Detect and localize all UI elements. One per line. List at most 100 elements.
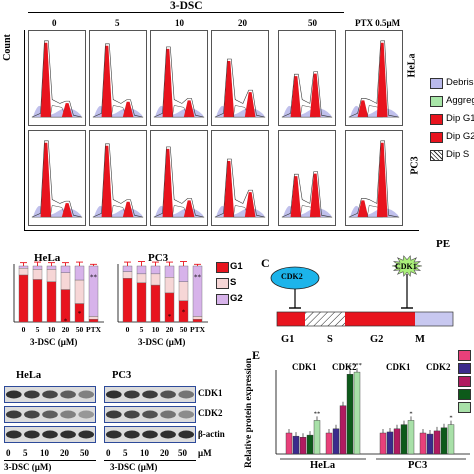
compound-bracket <box>28 12 344 13</box>
g2-peak <box>376 142 388 218</box>
b-tick-label: 10 <box>152 325 160 334</box>
blot-band <box>78 390 95 399</box>
blot-band <box>142 410 158 419</box>
b-tick-label: 20 <box>166 325 174 334</box>
bar-g2 <box>178 265 189 282</box>
e-significance: * <box>409 410 412 417</box>
g1-peak <box>101 45 113 118</box>
phase-g1-bar <box>277 312 305 326</box>
bar-s <box>178 281 189 301</box>
blot-band <box>24 430 40 439</box>
blot-band <box>60 390 76 399</box>
blot-band <box>142 390 158 399</box>
phase-m-bar <box>415 312 453 326</box>
b-tick-label: 5 <box>36 325 40 334</box>
pc3-row-label: PC3 <box>409 156 421 175</box>
b-legend-g2: G2 <box>230 293 243 304</box>
d-xlabel-hela: 3-DSC (μM) <box>4 462 52 472</box>
d-dose-10: 10 <box>40 448 49 458</box>
legend-dipg1: Dip G1 <box>446 113 474 124</box>
histogram-outline <box>153 146 205 218</box>
bar-s <box>122 271 133 279</box>
histogram-panel <box>278 130 336 226</box>
b-tick-label: 0 <box>126 325 130 334</box>
blot-band <box>124 430 140 439</box>
histogram-panel <box>28 130 86 226</box>
d-bracket-hela <box>4 460 96 461</box>
b-legend-g1-swatch <box>216 262 229 273</box>
e-legend-swatch <box>458 350 471 361</box>
histogram-outline <box>281 171 333 218</box>
phase-g2-bar <box>345 312 415 326</box>
d-label-cdk2: CDK2 <box>198 408 223 418</box>
blot-strip <box>104 406 196 423</box>
histogram-panel <box>345 130 403 226</box>
legend-aggregates: Aggregates <box>446 95 474 106</box>
bar-g2 <box>32 265 43 270</box>
g1-peak <box>290 176 302 218</box>
bar-g1 <box>136 282 147 323</box>
cell-cycle-diagram <box>270 255 454 327</box>
histogram-panel <box>211 130 269 226</box>
e-legend-swatch <box>458 389 471 400</box>
histogram-outline <box>31 140 83 218</box>
histogram-outline <box>153 46 205 118</box>
histogram-outline <box>92 43 144 118</box>
e-bar <box>447 424 455 455</box>
b-legend-g1: G1 <box>230 261 243 272</box>
e-bar <box>299 436 307 455</box>
e-group-hela: HeLa <box>310 460 336 471</box>
panel-b: 0 5 10 20 * 50 * PTX ** 0 5 10 20 * 50 * PTX ** HeLa PC3 … <box>0 250 243 355</box>
pe-axis-label: PE <box>436 238 451 250</box>
blot-band <box>42 410 58 419</box>
blot-strip <box>4 386 96 403</box>
histogram-svg <box>31 40 83 118</box>
blot-svg <box>105 390 195 399</box>
histogram-outline <box>31 40 83 118</box>
b-legend-s-swatch <box>216 278 229 289</box>
legend-debris-swatch <box>430 78 443 89</box>
panel-d: HeLa PC3 CDK1 CDK2 β-actin 0 5 10 20 50 … <box>0 360 240 474</box>
b-tick-label: PTX <box>190 325 206 334</box>
histogram-svg <box>281 171 333 218</box>
histogram-outline <box>281 71 333 118</box>
panel-a: 3-DSC 0 5 10 20 50 PTX 0.5μM Count PE He… <box>2 0 474 250</box>
g2-peak <box>122 101 134 118</box>
e-bar <box>313 420 321 455</box>
e-legend-swatch <box>458 402 471 413</box>
e-bar <box>292 435 300 455</box>
blot-band <box>160 390 176 399</box>
bar-s <box>74 279 85 304</box>
x-axis-line <box>24 230 419 231</box>
blot-band <box>142 430 158 439</box>
g2-peak <box>244 192 256 218</box>
phase-g1-label: G1 <box>281 334 295 345</box>
legend-dipg2: Dip G2 <box>446 131 474 142</box>
dose-0: 0 <box>52 18 57 28</box>
e-legend-swatch <box>458 376 471 387</box>
histogram-svg <box>92 143 144 218</box>
e-bar <box>285 432 293 455</box>
blot-band <box>124 410 140 419</box>
cdk1-starburst <box>391 255 423 277</box>
legend-debris: Debris <box>446 77 474 88</box>
blot-band <box>24 410 40 419</box>
bar-s <box>60 272 71 290</box>
blot-band <box>5 430 22 439</box>
d-dose-0: 0 <box>6 448 11 458</box>
b-tick-label: 10 <box>48 325 56 334</box>
histogram-outline <box>348 40 400 118</box>
bar-g1 <box>32 279 43 323</box>
e-bar <box>339 405 347 455</box>
e-protein-cdk1-pc3: CDK1 <box>386 362 411 372</box>
blot-strip <box>4 426 96 443</box>
g1-peak <box>40 42 52 118</box>
g1-peak <box>357 100 369 118</box>
e-significance: * <box>348 364 351 371</box>
blot-band <box>78 430 95 439</box>
blot-svg <box>105 430 195 439</box>
e-group-pc3: PC3 <box>408 460 428 471</box>
e-bar <box>306 434 314 455</box>
c-panel-letter: C <box>261 256 270 270</box>
histogram-svg <box>153 146 205 218</box>
